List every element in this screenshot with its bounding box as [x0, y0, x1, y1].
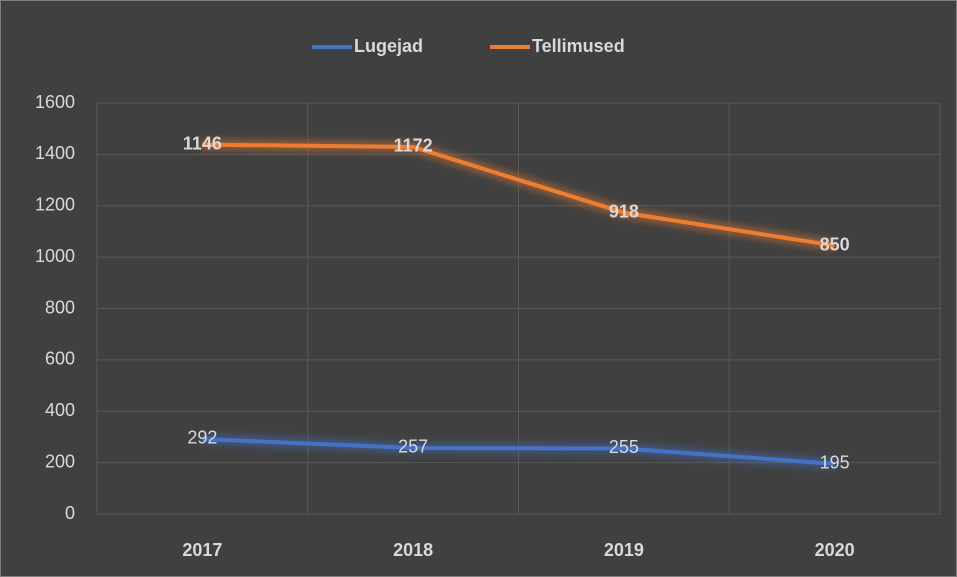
data-label: 1172	[394, 136, 433, 156]
data-label: 195	[820, 453, 850, 473]
y-tick-label: 600	[45, 349, 75, 369]
legend-label: Tellimused	[532, 36, 625, 56]
line	[202, 436, 835, 466]
y-tick-label: 400	[45, 400, 75, 420]
data-label: 850	[820, 234, 850, 254]
y-tick-label: 200	[45, 451, 75, 471]
data-label: 255	[609, 437, 639, 457]
data-label: 257	[398, 437, 428, 457]
y-tick-label: 1600	[35, 92, 75, 112]
x-tick-label: 2018	[393, 540, 433, 560]
y-tick-label: 0	[65, 503, 75, 523]
data-label: 918	[609, 201, 639, 221]
legend-label: Lugejad	[354, 36, 423, 56]
x-tick-label: 2019	[604, 540, 644, 560]
x-tick-label: 2020	[815, 540, 855, 560]
x-tick-label: 2017	[182, 540, 222, 560]
line	[202, 142, 835, 248]
data-label: 292	[187, 428, 217, 448]
y-tick-label: 1000	[35, 246, 75, 266]
y-tick-label: 1200	[35, 195, 75, 215]
y-tick-label: 800	[45, 297, 75, 317]
y-tick-label: 1400	[35, 143, 75, 163]
data-label: 1146	[183, 133, 222, 153]
